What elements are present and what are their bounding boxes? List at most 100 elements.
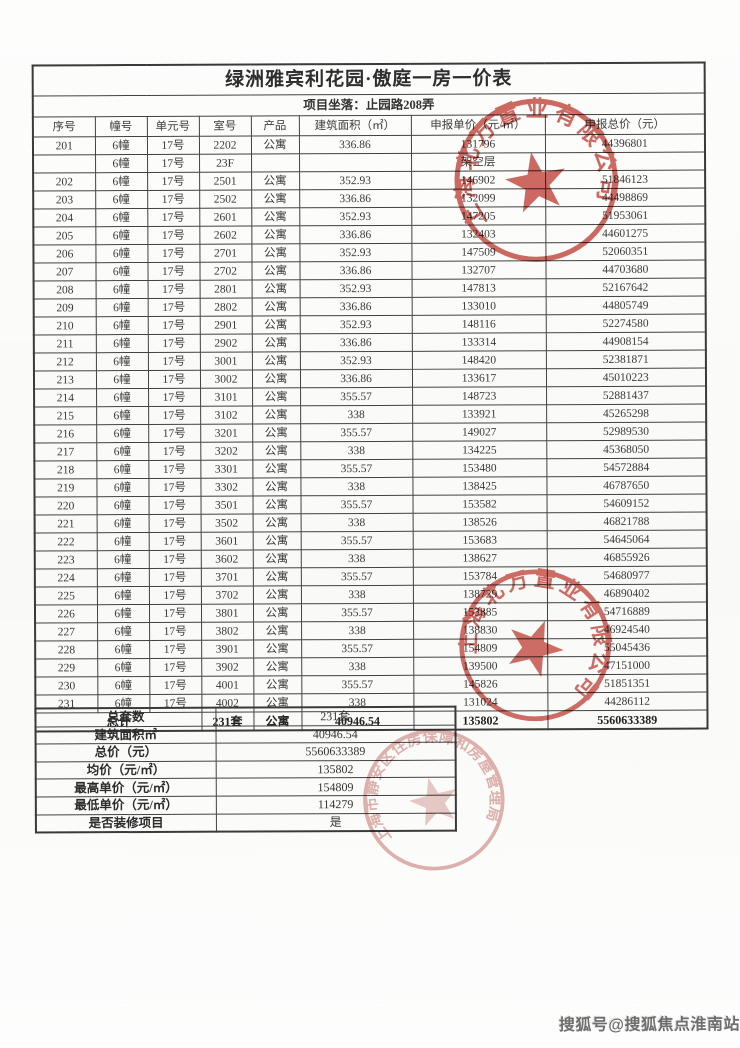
column-header: 单元号 [146, 116, 199, 137]
project-location: 项目坐落：止园路208弄 [32, 93, 705, 117]
cell: 公寓 [251, 225, 300, 245]
cell: 52989530 [546, 422, 707, 441]
cell: 6幢 [95, 226, 148, 245]
cell: 17号 [148, 550, 201, 569]
cell: 45368050 [546, 440, 707, 459]
cell: 17号 [149, 658, 202, 677]
cell: 218 [34, 460, 97, 479]
summary-row: 均价（元/㎡） 135802 [35, 759, 456, 780]
cell: 2501 [199, 172, 252, 191]
cell: 3301 [200, 460, 253, 479]
table-subtitle-row: 项目坐落：止园路208弄 [32, 93, 705, 117]
cell: 17号 [147, 154, 200, 173]
cell [545, 152, 706, 171]
cell: 17号 [147, 280, 200, 299]
cell: 公寓 [251, 351, 300, 371]
cell: 355.57 [300, 531, 413, 550]
cell: 44601275 [545, 224, 706, 243]
cell: 145826 [413, 674, 548, 694]
cell: 公寓 [252, 549, 301, 569]
cell: 139500 [413, 656, 548, 676]
cell: 209 [33, 298, 96, 317]
column-header: 序号 [32, 116, 95, 137]
cell: 4001 [201, 676, 254, 695]
cell: 6幢 [96, 478, 149, 497]
summary-value: 5560633389 [215, 742, 456, 761]
cell: 205 [33, 226, 96, 245]
cell: 公寓 [251, 261, 300, 281]
cell: 225 [34, 586, 97, 605]
cell: 6幢 [97, 658, 150, 677]
cell: 148420 [411, 350, 546, 370]
cell: 133617 [411, 368, 547, 388]
cell: 17号 [147, 226, 200, 245]
cell: 公寓 [252, 387, 301, 407]
cell: 227 [35, 622, 98, 641]
cell: 6幢 [96, 532, 149, 551]
cell: 52381871 [545, 350, 707, 369]
cell: 架空层 [411, 152, 546, 172]
cell: 17号 [149, 622, 202, 641]
cell: 17号 [147, 370, 201, 389]
cell: 6幢 [96, 586, 149, 605]
cell: 公寓 [252, 441, 301, 461]
cell: 147205 [411, 206, 546, 226]
cell: 46821788 [546, 512, 707, 531]
cell: 3202 [200, 442, 253, 461]
cell: 3901 [201, 640, 254, 659]
summary-row: 最高单价（元/㎡） 154809 [35, 777, 456, 797]
cell: 132403 [411, 224, 546, 244]
cell: 206 [33, 244, 96, 263]
cell: 17号 [147, 208, 200, 227]
cell: 201 [32, 136, 96, 155]
price-table: 绿洲雅宾利花园·傲庭一房一价表 项目坐落：止园路208弄 序号 幢号 单元号 室号 产品… [31, 61, 709, 733]
cell: 6幢 [97, 676, 150, 695]
cell: 46924540 [547, 620, 708, 639]
cell: 210 [33, 316, 96, 335]
summary-row: 建筑面积㎡ 40946.54 [35, 724, 456, 745]
summary-value: 231套 [215, 706, 456, 726]
cell: 211 [33, 334, 96, 353]
cell: 公寓 [250, 135, 300, 155]
cell: 17号 [149, 676, 202, 695]
cell: 149027 [412, 422, 547, 442]
cell: 17号 [148, 406, 201, 425]
cell: 338 [301, 621, 414, 640]
cell: 336.86 [299, 297, 412, 316]
cell: 3501 [200, 496, 253, 515]
cell: 202 [33, 172, 96, 191]
cell: 6幢 [96, 424, 149, 443]
cell: 44498869 [545, 188, 706, 207]
cell: 17号 [148, 460, 201, 479]
cell: 5560633389 [547, 710, 708, 730]
cell: 6幢 [95, 298, 148, 317]
cell: 208 [33, 280, 96, 299]
summary-table-body: 总套数 231套 建筑面积㎡ 40946.54 总价（元） 5560633389 均价（元/… [35, 706, 456, 833]
cell: 6幢 [97, 640, 150, 659]
cell: 3802 [201, 622, 254, 641]
summary-row: 是否装修项目是 [35, 812, 456, 833]
cell [33, 154, 96, 173]
summary-label: 是否装修项目 [35, 813, 216, 833]
cell: 44286112 [547, 692, 708, 711]
cell: 215 [34, 406, 97, 425]
summary-value: 154809 [215, 777, 456, 797]
summary-label: 总价（元） [35, 743, 216, 762]
cell: 134225 [412, 440, 547, 460]
cell: 223 [34, 550, 97, 569]
cell: 336.86 [299, 261, 412, 280]
cell: 138526 [412, 512, 547, 532]
cell [251, 153, 300, 173]
cell: 公寓 [251, 171, 300, 191]
cell: 355.57 [300, 459, 413, 478]
cell: 148116 [411, 314, 546, 334]
cell: 221 [34, 514, 97, 533]
column-header: 室号 [198, 116, 251, 137]
cell: 2602 [199, 226, 252, 245]
cell: 17号 [148, 478, 201, 497]
cell: 147509 [411, 242, 546, 262]
cell: 6幢 [96, 550, 149, 569]
summary-value: 114279 [215, 795, 456, 814]
cell: 338 [300, 477, 413, 496]
